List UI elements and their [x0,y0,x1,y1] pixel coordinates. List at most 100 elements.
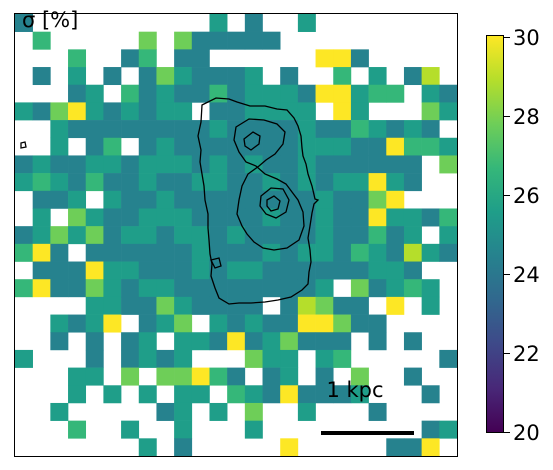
map-pixel [315,173,334,192]
map-pixel [121,84,140,103]
map-pixel [421,208,440,227]
map-pixel [15,243,33,262]
map-pixel [315,314,334,333]
map-pixel [280,67,299,86]
map-pixel [280,279,299,298]
colorbar-tick-label: 24 [513,263,540,287]
map-pixel [191,226,210,245]
map-pixel [174,314,193,333]
map-pixel [174,67,193,86]
map-pixel [297,84,316,103]
map-pixel [297,261,316,280]
map-pixel [156,314,175,333]
map-pixel [156,208,175,227]
map-pixel [121,420,140,439]
scalebar-label: 1 kpc [326,378,384,402]
map-pixel [174,31,193,50]
map-pixel [174,438,193,456]
map-pixel [121,49,140,68]
map-pixel [439,349,457,368]
map-pixel [138,173,157,192]
map-pixel [174,102,193,121]
map-pixel [333,173,352,192]
map-pixel [403,120,422,139]
map-pixel [439,243,457,262]
map-pixel [174,173,193,192]
map-pixel [386,137,405,156]
map-pixel [138,49,157,68]
map-pixel [297,314,316,333]
map-pixel [15,226,33,245]
map-pixel [121,261,140,280]
map-pixel [50,332,69,351]
map-pixel [227,190,246,209]
map-pixel [32,190,51,209]
map-pixel [386,226,405,245]
map-pixel [103,243,122,262]
map-pixel [262,385,281,404]
map-pixel [156,155,175,174]
map-pixel [227,67,246,86]
map-pixel [156,279,175,298]
map-pixel [439,226,457,245]
map-pixel [85,226,104,245]
map-pixel [85,120,104,139]
map-pixel [280,84,299,103]
map-pixel [403,208,422,227]
map-pixel [138,155,157,174]
map-pixel [297,14,316,32]
map-pixel [103,261,122,280]
map-pixel [333,261,352,280]
map-pixel [315,190,334,209]
map-pixel [244,243,263,262]
map-pixel [85,279,104,298]
map-pixel [421,137,440,156]
map-pixel [174,49,193,68]
map-pixel [138,190,157,209]
map-pixel [333,137,352,156]
map-pixel [209,367,228,386]
map-pixel [333,190,352,209]
map-pixel [403,137,422,156]
map-pixel [403,155,422,174]
map-pixel [244,349,263,368]
map-pixel [368,173,387,192]
map-pixel [403,279,422,298]
map-pixel [315,84,334,103]
map-pixel [315,385,334,404]
map-pixel [85,243,104,262]
map-pixel [15,173,33,192]
map-pixel [244,420,263,439]
map-pixel [138,226,157,245]
map-pixel [50,402,69,421]
map-pixel [121,367,140,386]
map-pixel [297,102,316,121]
map-pixel [244,84,263,103]
map-pixel [85,314,104,333]
map-pixel [227,102,246,121]
map-pixel [15,155,33,174]
map-pixel [386,208,405,227]
map-pixel [350,173,369,192]
map-pixel [209,102,228,121]
map-pixel [333,226,352,245]
map-pixel [262,349,281,368]
map-pixel [121,173,140,192]
map-pixel [138,208,157,227]
map-pixel [68,173,87,192]
map-pixel [368,226,387,245]
map-pixel [103,279,122,298]
contour-middle [233,118,305,251]
map-pixel [174,226,193,245]
map-pixel [262,208,281,227]
map-pixel [403,243,422,262]
map-pixel [138,279,157,298]
map-pixel [138,296,157,315]
map-pixel [386,438,405,456]
map-pixel [280,137,299,156]
map-pixel [244,226,263,245]
map-pixel [209,67,228,86]
map-pixel [333,49,352,68]
map-pixel [262,314,281,333]
map-pixel [156,137,175,156]
